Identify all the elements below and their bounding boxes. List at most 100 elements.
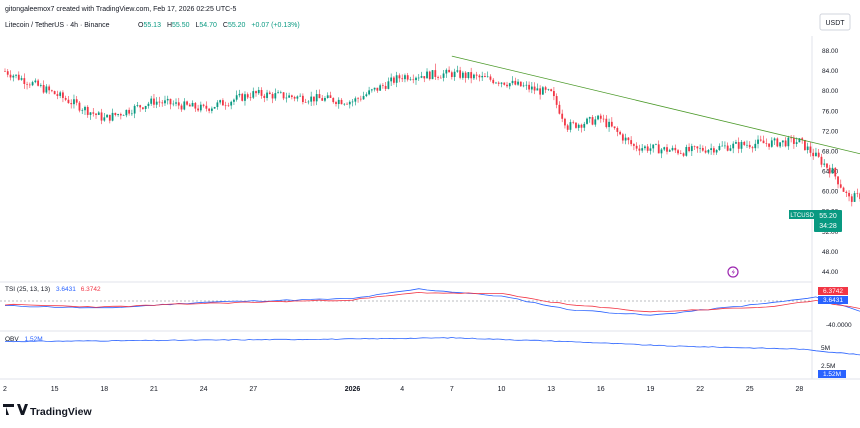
- time-axis[interactable]: 2151821242720264710131619222528Feb471013…: [3, 386, 860, 393]
- candle-body: [519, 81, 522, 87]
- candle-body: [42, 84, 45, 93]
- ohlc-h-label: H: [167, 22, 172, 29]
- candle-body: [420, 76, 423, 78]
- tsi-badge-1-bg: [818, 287, 848, 295]
- candle-body: [34, 80, 37, 83]
- candle-body: [508, 83, 511, 87]
- candle-body: [37, 80, 39, 86]
- tradingview-logo[interactable]: TradingView: [3, 404, 92, 418]
- candle-body: [398, 75, 401, 79]
- candle-body: [605, 118, 608, 128]
- candle-body: [213, 106, 216, 109]
- candle-body: [423, 76, 426, 79]
- ohlc-c-value: 55.20: [228, 22, 246, 29]
- candle-body: [726, 145, 729, 151]
- candle-body: [20, 78, 23, 80]
- tsi-legend[interactable]: TSI (25, 13, 13) 3.6431 6.3742: [5, 286, 101, 293]
- candle-body: [839, 184, 842, 188]
- candle-body: [853, 193, 856, 202]
- candle-body: [133, 105, 136, 114]
- candle-body: [809, 146, 812, 153]
- candle-body: [561, 113, 564, 119]
- candle-body: [12, 75, 15, 78]
- price-tick-label: 48.00: [822, 249, 839, 256]
- candle-body: [848, 192, 850, 197]
- candle-body: [373, 87, 376, 90]
- candle-body: [224, 105, 227, 107]
- price-tick-label: 88.00: [822, 48, 839, 55]
- candle-body: [431, 70, 434, 80]
- candle-body: [470, 72, 473, 79]
- candle-body: [721, 145, 724, 147]
- candle-body: [693, 146, 696, 147]
- ohlc-h-value: 55.50: [172, 22, 190, 29]
- candle-body: [279, 92, 282, 93]
- ohlc-l-label: L: [195, 22, 199, 29]
- candle-body: [183, 101, 186, 110]
- candle-body: [765, 143, 768, 144]
- candle-body: [583, 123, 586, 128]
- candle-body: [823, 163, 826, 165]
- candle-body: [282, 92, 285, 99]
- candle-body: [644, 146, 646, 149]
- descending-trendline[interactable]: [451, 55, 860, 234]
- candle-body: [122, 115, 125, 116]
- candle-body: [599, 115, 602, 119]
- candle-body: [100, 112, 103, 121]
- time-tick-label: 25: [746, 386, 754, 393]
- candle-body: [826, 163, 828, 168]
- candle-body: [751, 147, 754, 149]
- candle-body: [495, 82, 497, 84]
- candle-body: [233, 99, 235, 102]
- candle-body: [820, 156, 823, 165]
- candle-body: [376, 87, 379, 91]
- candle-body: [401, 78, 404, 80]
- currency-button[interactable]: [819, 13, 851, 31]
- candle-body: [566, 125, 569, 130]
- candle-body: [6, 71, 9, 75]
- alert-icon[interactable]: [727, 266, 739, 278]
- tsi-line: [4, 288, 860, 316]
- candle-body: [762, 140, 765, 144]
- price-tick-label: 52.00: [822, 229, 839, 236]
- time-tick-label: 19: [647, 386, 655, 393]
- candle-body: [588, 117, 591, 119]
- candle-body: [147, 103, 150, 106]
- candle-body: [649, 148, 652, 151]
- candle-body: [671, 147, 674, 151]
- candle-body: [153, 98, 155, 105]
- candle-body: [806, 146, 809, 151]
- candle-body: [299, 95, 302, 97]
- ohlc-change-value: +0.07 (+0.13%): [251, 22, 299, 29]
- candle-body: [456, 70, 459, 72]
- candle-body: [15, 74, 17, 76]
- symbol-badge-text: LTCUSDT: [790, 213, 818, 219]
- candle-body: [666, 147, 668, 152]
- candle-body: [169, 98, 172, 105]
- candle-body: [525, 84, 528, 86]
- price-badge: LTCUSDT 55.20 34:28: [789, 210, 842, 232]
- candle-body: [318, 94, 321, 99]
- candle-body: [779, 142, 781, 147]
- candle-body: [792, 138, 795, 144]
- candle-body: [191, 102, 194, 107]
- obv-line: [4, 336, 860, 356]
- candle-body: [754, 143, 757, 149]
- tsi-value-1: 3.6431: [56, 286, 76, 293]
- candle-body: [78, 102, 81, 111]
- candle-body: [660, 149, 663, 154]
- candle-body: [384, 85, 387, 89]
- candle-body: [608, 121, 610, 128]
- candles-group: [4, 63, 860, 207]
- candle-body: [50, 90, 53, 92]
- time-tick-label: 7: [450, 386, 454, 393]
- obv-legend[interactable]: OBV 1.52M: [5, 336, 43, 343]
- candle-body: [395, 75, 398, 83]
- candle-body: [522, 85, 525, 87]
- candle-body: [119, 114, 122, 116]
- candle-body: [528, 84, 530, 90]
- candle-body: [175, 102, 177, 104]
- candle-body: [81, 110, 84, 111]
- candle-body: [517, 81, 519, 85]
